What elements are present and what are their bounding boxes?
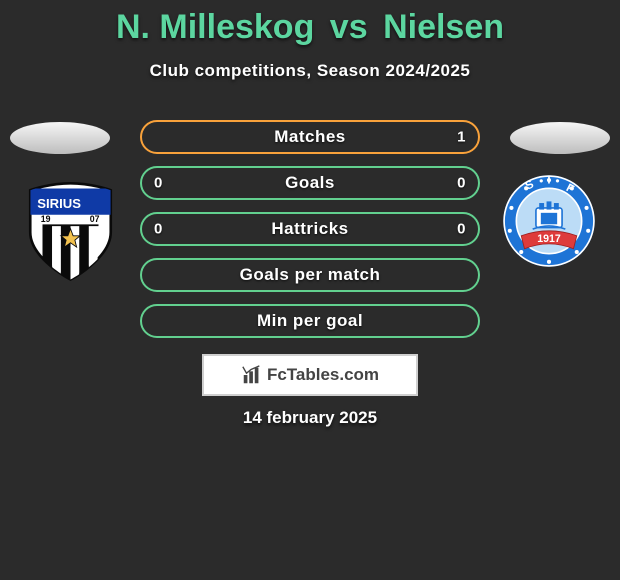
player2-name: Nielsen bbox=[383, 8, 504, 46]
club-badge-right: S • I • F 1917 bbox=[500, 172, 598, 270]
club-left-name: SIRIUS bbox=[37, 196, 81, 211]
bar-chart-icon bbox=[241, 364, 263, 386]
stat-label: Goals bbox=[285, 173, 335, 193]
stat-right-value: 0 bbox=[457, 221, 466, 238]
stat-row-matches: Matches 1 bbox=[140, 120, 480, 154]
stat-label: Matches bbox=[274, 127, 346, 147]
ellipse-left bbox=[10, 122, 110, 154]
svg-text:•: • bbox=[556, 175, 560, 187]
ellipse-right bbox=[510, 122, 610, 154]
fctables-logo[interactable]: FcTables.com bbox=[202, 354, 418, 396]
club-right-year: 1917 bbox=[537, 233, 561, 245]
stat-right-value: 0 bbox=[457, 175, 466, 192]
comparison-card: N. Milleskog vs Nielsen Club competition… bbox=[0, 0, 620, 580]
svg-text:I: I bbox=[547, 174, 550, 186]
stats-column: Matches 1 0 Goals 0 0 Hattricks 0 Goals … bbox=[140, 120, 480, 350]
logo-text: FcTables.com bbox=[267, 365, 379, 385]
svg-text:19: 19 bbox=[41, 214, 51, 224]
svg-text:•: • bbox=[539, 175, 543, 187]
stat-row-hattricks: 0 Hattricks 0 bbox=[140, 212, 480, 246]
subtitle: Club competitions, Season 2024/2025 bbox=[0, 61, 620, 81]
player1-name: N. Milleskog bbox=[116, 8, 314, 46]
stat-label: Goals per match bbox=[240, 265, 381, 285]
stat-row-gpm: Goals per match bbox=[140, 258, 480, 292]
stat-left-value: 0 bbox=[154, 175, 163, 192]
stat-row-goals: 0 Goals 0 bbox=[140, 166, 480, 200]
svg-text:07: 07 bbox=[90, 214, 100, 224]
stat-right-value: 1 bbox=[457, 129, 466, 146]
stat-label: Hattricks bbox=[271, 219, 348, 239]
stat-label: Min per goal bbox=[257, 311, 363, 331]
stat-left-value: 0 bbox=[154, 221, 163, 238]
vs-text: vs bbox=[330, 8, 368, 46]
page-title: N. Milleskog vs Nielsen bbox=[0, 0, 620, 47]
stat-row-mpg: Min per goal bbox=[140, 304, 480, 338]
club-badge-left: SIRIUS 19 07 bbox=[18, 178, 123, 283]
date-label: 14 february 2025 bbox=[0, 408, 620, 428]
